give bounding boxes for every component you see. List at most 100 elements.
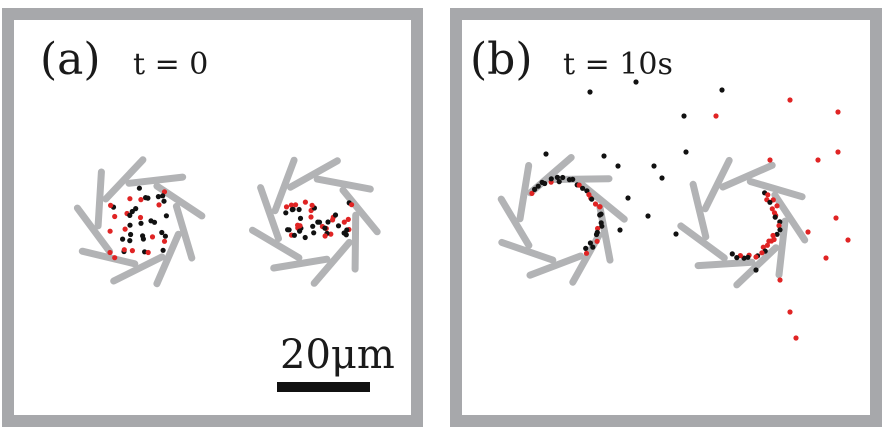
b1-particle-7	[554, 174, 561, 180]
rotor-a2-blade-0	[351, 211, 360, 273]
b1-particle-26	[595, 225, 601, 232]
b-scattered-particle-6	[713, 113, 719, 119]
a2-particle-21	[283, 210, 289, 216]
a1-particle-16	[161, 189, 168, 195]
a1-particle-32	[160, 247, 166, 253]
rotor-a1-blade-4	[73, 204, 114, 255]
a2-particle-13	[302, 234, 308, 241]
b-scattered-particle-16	[833, 215, 839, 221]
rotor-b1-blade-2	[526, 252, 584, 279]
b-scattered-particle-2	[719, 87, 725, 93]
a2-particle-32	[297, 215, 304, 221]
b-scattered-particle-25	[793, 335, 799, 341]
b1-particle-31	[590, 244, 596, 250]
b-scattered-particle-12	[815, 157, 821, 163]
a1-particle-26	[127, 212, 133, 218]
a1-particle-17	[128, 231, 134, 238]
b1-particle-32	[583, 245, 589, 251]
a1-particle-39	[136, 185, 142, 191]
b-scattered-particle-4	[835, 109, 841, 115]
a2-particle-34	[308, 214, 314, 220]
rotor-a1-blade-0	[172, 202, 196, 262]
a1-particle-36	[151, 219, 158, 225]
rotor-b2-blade-0	[775, 217, 789, 279]
rotor-a2-blade-3	[249, 226, 303, 262]
b1-particle-29	[594, 238, 600, 244]
b1-particle-4	[542, 180, 548, 187]
rotor-a2-blade-8	[339, 186, 381, 236]
rotor-a2-blade-1	[310, 238, 353, 287]
rotor-a1-blade-5	[94, 168, 105, 230]
rotor-b2-blade-3	[677, 222, 728, 262]
b1-particle-33	[583, 250, 590, 256]
b1-particle-0	[529, 190, 535, 196]
b2-particle-28	[734, 255, 740, 261]
rotor-b2-blade-6	[719, 161, 776, 191]
b-scattered-particle-17	[845, 237, 851, 243]
a1-particle-12	[133, 206, 139, 212]
a1-particle-4	[156, 202, 162, 208]
rotor-a1-blade-1	[153, 230, 182, 288]
a1-particle-5	[149, 234, 156, 240]
a2-particle-43	[344, 227, 350, 233]
a1-particle-29	[112, 255, 118, 261]
a2-particle-1	[296, 206, 302, 213]
a2-particle-20	[332, 212, 339, 218]
b1-particle-13	[576, 182, 582, 188]
b-scattered-particle-7	[683, 149, 689, 155]
rotor-b2-blade-4	[689, 180, 710, 241]
b1-particle-19	[592, 201, 599, 207]
b1-particle-6	[548, 176, 554, 182]
b1-particle-25	[599, 223, 605, 229]
a2-particle-45	[335, 223, 342, 229]
b-scattered-particle-11	[767, 157, 773, 163]
b1-particle-9	[560, 174, 566, 181]
a1-particle-24	[163, 213, 169, 219]
rotor-b1-blade-4	[497, 195, 533, 249]
a2-particle-19	[316, 219, 323, 225]
rotor-b1-blade-5	[516, 162, 533, 223]
a2-particle-30	[322, 233, 328, 239]
a1-particle-13	[140, 236, 146, 242]
a2-particle-25	[343, 232, 349, 238]
b2-particle-6	[769, 206, 775, 212]
b2-particle-9	[772, 214, 778, 220]
b2-particle-25	[745, 254, 751, 260]
rotor-a1-blade-6	[102, 156, 147, 203]
b-scattered-particle-14	[601, 153, 607, 159]
a2-particle-42	[309, 202, 315, 208]
b-scattered-particle-19	[823, 255, 829, 261]
a2-particle-41	[302, 199, 308, 205]
a1-particle-7	[155, 194, 161, 200]
b1-particle-21	[597, 204, 603, 210]
b-scattered-particle-27	[617, 227, 623, 233]
a2-particle-36	[291, 232, 297, 238]
b-scattered-particle-1	[633, 79, 639, 85]
b1-particle-1	[532, 186, 538, 192]
a2-particle-10	[341, 219, 347, 225]
rotor-a2-blade-2	[270, 255, 331, 272]
b-scattered-particle-18	[805, 229, 811, 235]
a2-particle-39	[325, 219, 331, 225]
a2-particle-38	[293, 202, 299, 208]
b2-particle-29	[729, 251, 735, 257]
a1-particle-20	[127, 222, 133, 228]
b2-particle-14	[770, 232, 776, 239]
b1-particle-28	[593, 231, 600, 238]
scale-bar	[277, 382, 370, 392]
b-scattered-particle-20	[673, 231, 679, 237]
a1-particle-25	[122, 226, 128, 232]
panel-a-label: (a)	[40, 34, 101, 85]
rotor-a2-blade-5	[271, 156, 298, 215]
a2-particle-29	[288, 202, 294, 208]
a1-particle-37	[121, 247, 127, 253]
a2-particle-44	[311, 230, 317, 236]
b1-particle-8	[556, 179, 562, 185]
b2-particle-11	[776, 223, 782, 229]
b-scattered-particle-5	[681, 113, 687, 119]
a1-particle-2	[127, 238, 133, 244]
b2-particle-18	[764, 242, 771, 248]
scale-bar-label: 20μm	[280, 332, 395, 378]
a1-particle-35	[107, 228, 113, 234]
a1-particle-41	[161, 198, 167, 204]
